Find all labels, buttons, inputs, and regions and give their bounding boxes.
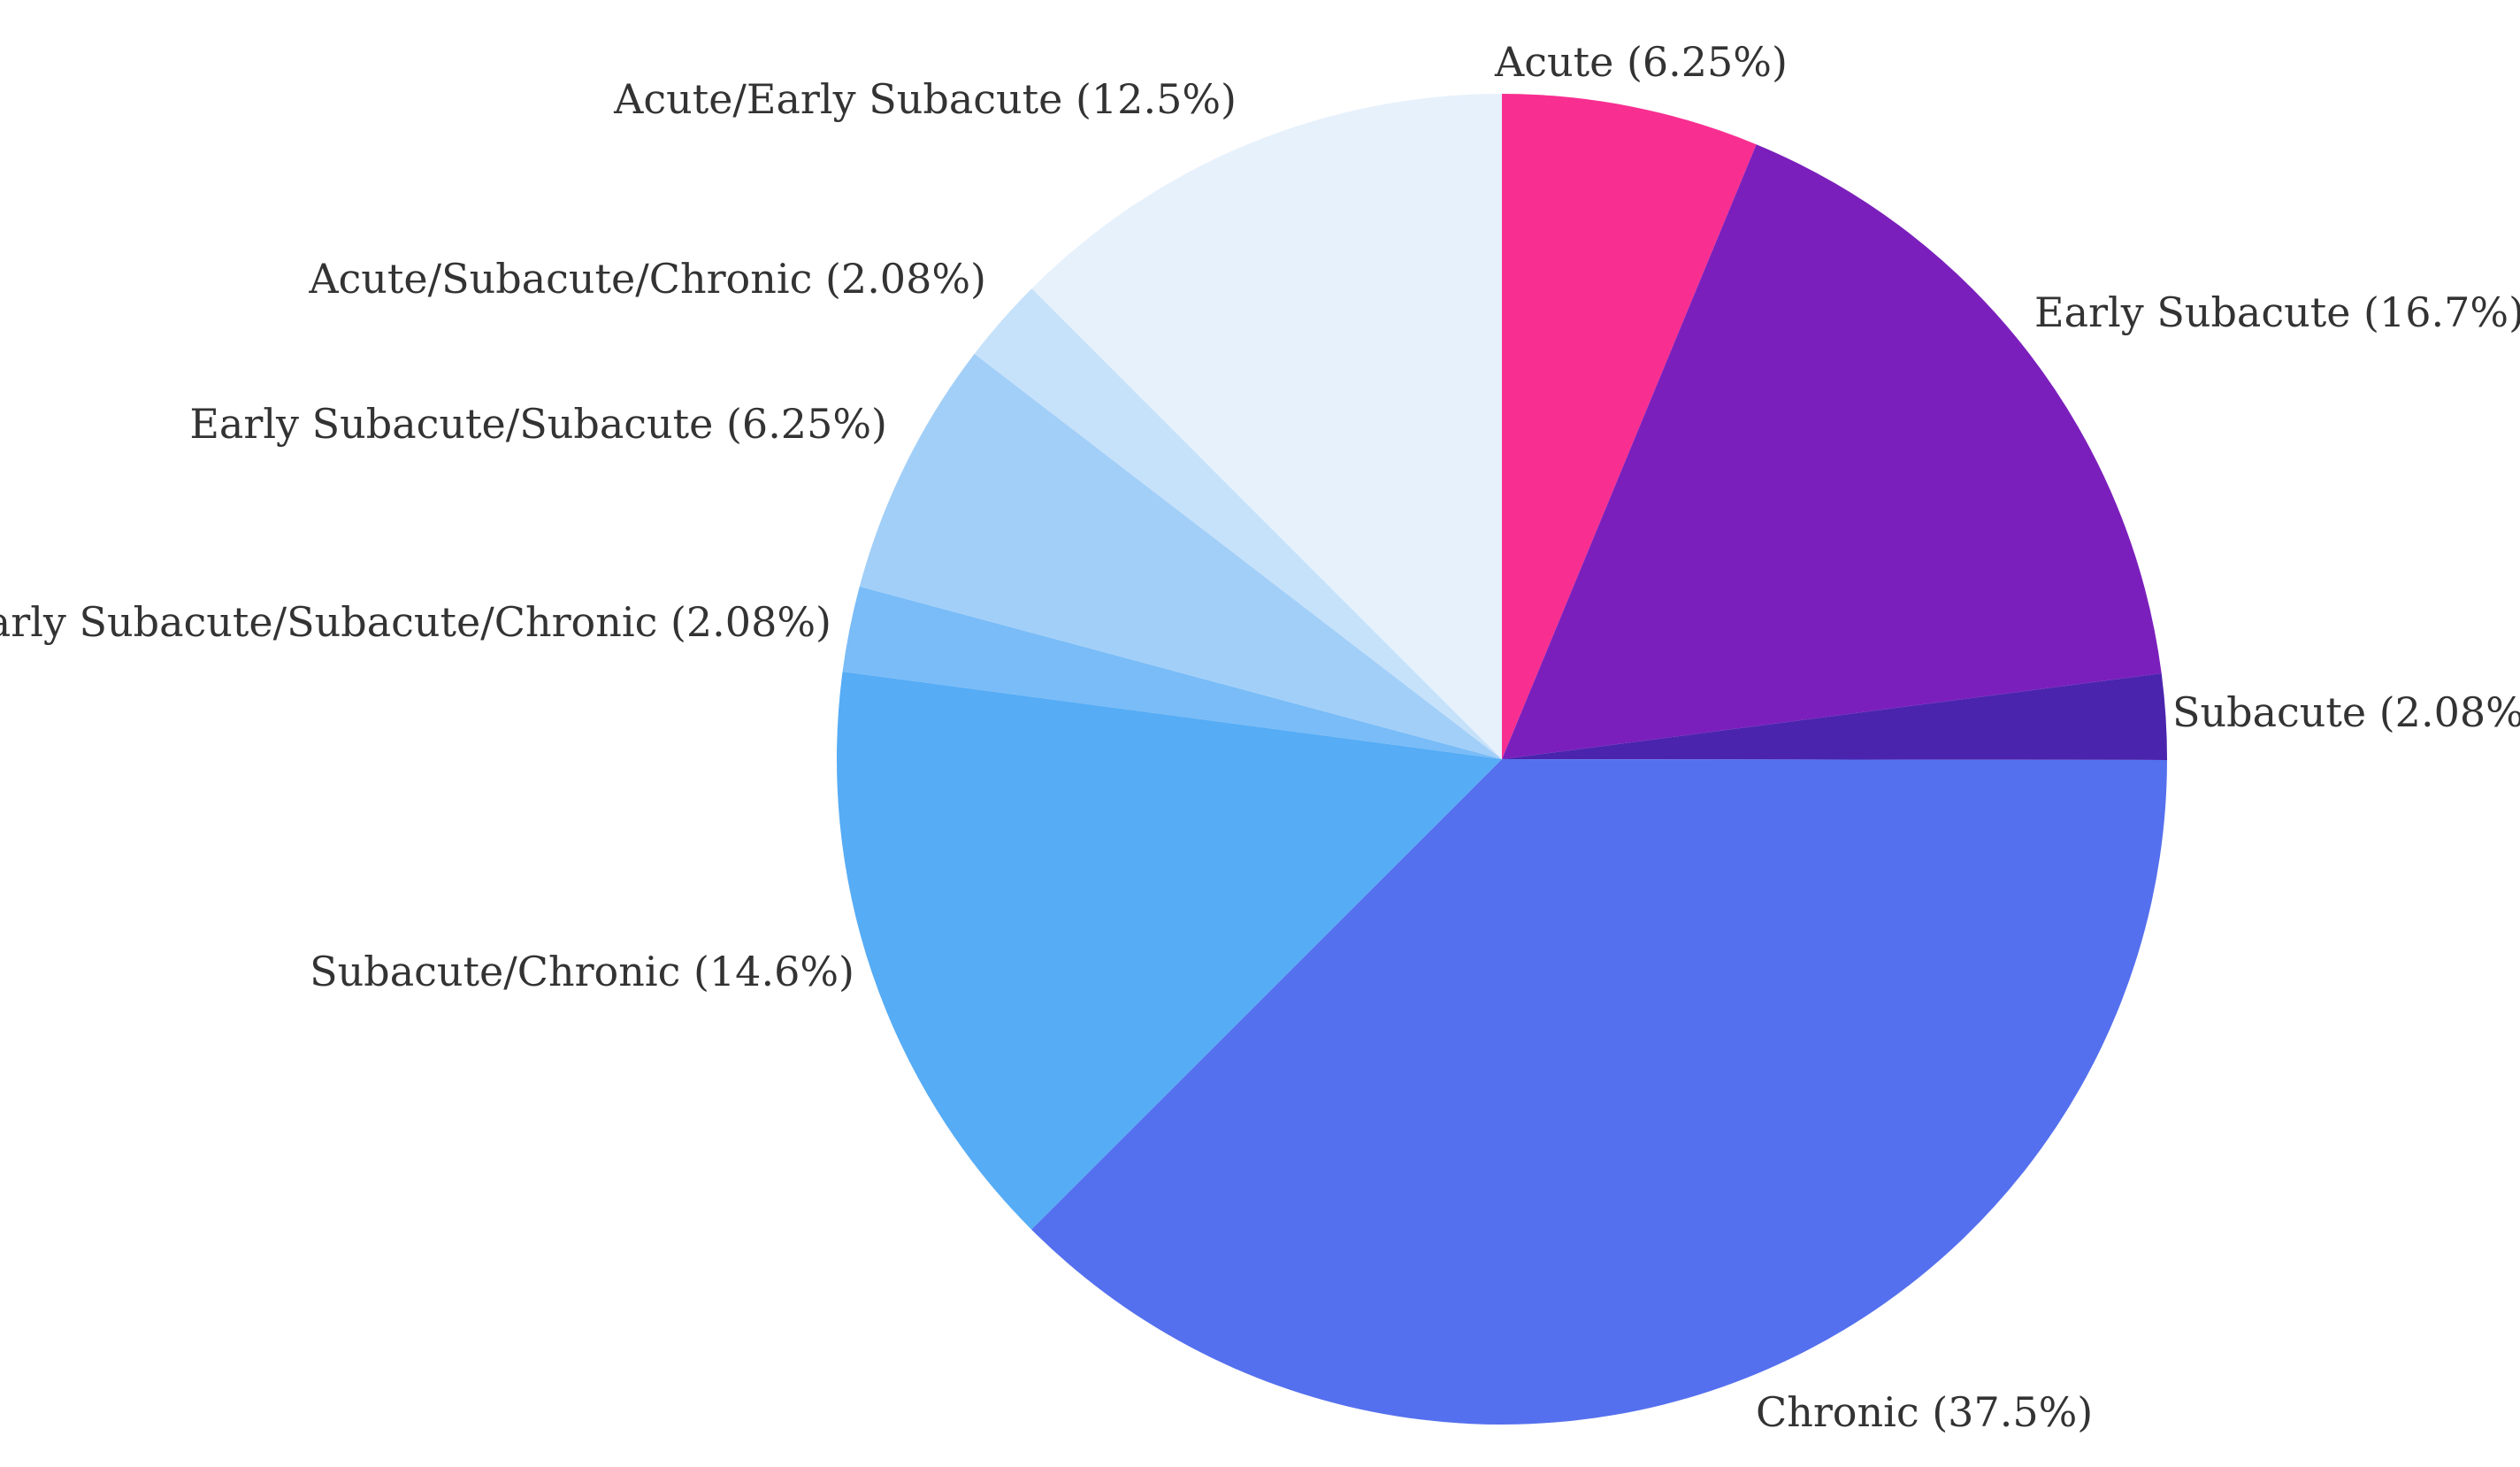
- pie-labels: Acute (6.25%) Early Subacute (16.7%) Sub…: [0, 38, 2520, 1436]
- slice-label-chronic: Chronic (37.5%): [1756, 1388, 2093, 1436]
- pie-slice-subacute-chronic: [836, 672, 1502, 1230]
- slice-label-acute-early-subacute: Acute/Early Subacute (12.5%): [613, 75, 1237, 123]
- pie-slice-acute-early-subacute: [1031, 93, 1502, 759]
- slice-label-subacute-chronic: Subacute/Chronic (14.6%): [310, 948, 854, 995]
- slice-label-early-subacute-subacute: Early Subacute/Subacute (6.25%): [189, 400, 887, 448]
- pie-slices: [836, 93, 2168, 1425]
- pie-slice-chronic: [1031, 759, 2167, 1425]
- pie-slice-subacute: [1502, 672, 2168, 760]
- pie-slice-early-subacute: [1502, 144, 2162, 759]
- pie-slice-acute: [1502, 94, 1757, 759]
- pie-slice-early-subacute-subacute-chronic: [842, 586, 1502, 759]
- pie-slice-early-subacute-subacute: [859, 353, 1502, 759]
- slice-label-early-subacute-subacute-chronic: Early Subacute/Subacute/Chronic (2.08%): [0, 598, 831, 646]
- slice-label-subacute: Subacute (2.08%): [2172, 688, 2520, 736]
- slice-label-early-subacute: Early Subacute (16.7%): [2034, 288, 2520, 336]
- pie-slice-acute-subacute-chronic: [974, 288, 1502, 760]
- slice-label-acute-subacute-chronic: Acute/Subacute/Chronic (2.08%): [308, 255, 986, 303]
- slice-label-acute: Acute (6.25%): [1494, 38, 1788, 86]
